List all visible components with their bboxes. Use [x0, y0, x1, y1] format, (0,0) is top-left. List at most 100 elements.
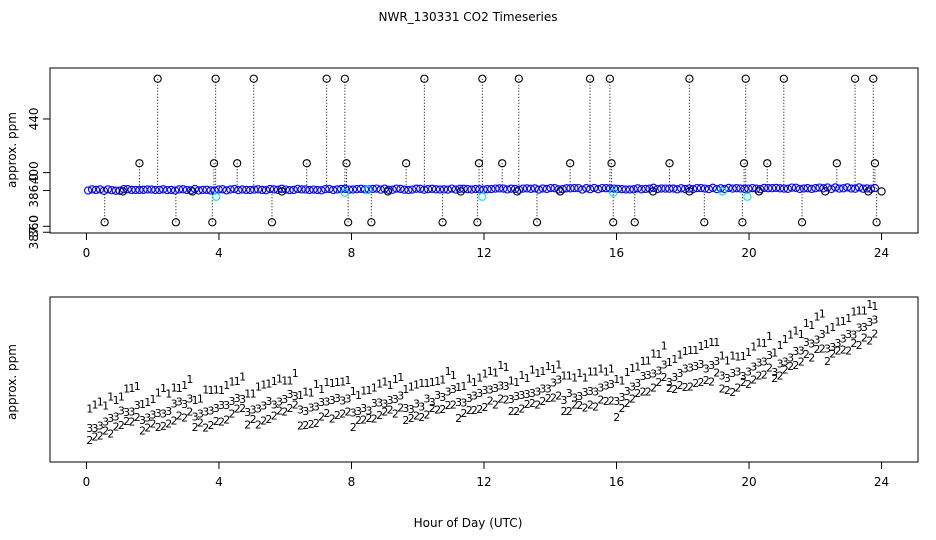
bottom-series-1-point: 1	[734, 351, 741, 364]
top-measurement-point	[586, 185, 595, 194]
bottom-series-1-point: 1	[487, 365, 494, 378]
bottom-series-1-point: 1	[798, 328, 805, 341]
top-measurement-point	[178, 185, 188, 194]
bottom-series-3-point: 3	[92, 422, 99, 435]
bottom-series-2-point: 2	[545, 392, 552, 405]
bottom-series-3-point: 3	[740, 370, 747, 383]
top-outlier-point	[456, 187, 465, 196]
bottom-series-2-point: 2	[861, 331, 868, 344]
bottom-series-1-point: 1	[671, 353, 678, 366]
bottom-series-3-point: 3	[592, 386, 599, 399]
bottom-series-2-point: 2	[445, 399, 452, 412]
bottom-series-1-point: 1	[761, 337, 768, 350]
bottom-series-2-point: 2	[798, 356, 805, 369]
bottom-series-3-point: 3	[687, 362, 694, 375]
bottom-series-2-point: 2	[381, 405, 388, 418]
bottom-series-1-point: 1	[439, 373, 446, 386]
bottom-series-2-point: 2	[339, 408, 346, 421]
top-measurement-point	[230, 184, 239, 194]
top-measurement-point	[601, 184, 611, 193]
top-measurement-point	[317, 186, 326, 195]
top-measurement-point	[475, 185, 484, 194]
top-outlier-point	[797, 218, 807, 227]
bottom-series-1-point: 1	[682, 345, 689, 358]
bottom-series-1-point: 1	[771, 346, 778, 359]
bottom-x-tick-label: 0	[83, 475, 91, 489]
bottom-series-2-point: 2	[803, 348, 810, 361]
bottom-series-2-point: 2	[698, 376, 705, 389]
bottom-series-1-point: 1	[450, 369, 457, 382]
bottom-series-1-point: 1	[323, 376, 330, 389]
bottom-x-tick-label: 16	[609, 475, 624, 489]
bottom-series-1-point: 1	[97, 396, 104, 409]
bottom-series-2-point: 2	[92, 431, 99, 444]
bottom-series-3-point: 3	[155, 407, 162, 420]
bottom-series-3-point: 3	[803, 336, 810, 349]
bottom-series-3-point: 3	[524, 388, 531, 401]
top-measurement-point	[238, 185, 247, 194]
bottom-series-1-point: 1	[724, 355, 731, 368]
bottom-series-3-point: 3	[561, 394, 568, 407]
top-measurement-point	[147, 185, 156, 194]
bottom-series-2-point: 2	[682, 381, 689, 394]
top-measurement-point	[799, 184, 808, 193]
bottom-series-3-point: 3	[850, 328, 857, 341]
top-outlier-point	[754, 187, 764, 196]
bottom-series-1-point: 1	[655, 348, 662, 361]
bottom-series-2-point: 2	[429, 402, 436, 415]
top-x-tick-label: 12	[476, 246, 491, 260]
top-measurement-point	[487, 184, 496, 194]
top-measurement-point	[578, 185, 587, 194]
top-measurement-point	[621, 185, 630, 194]
bottom-series-2-point: 2	[134, 411, 141, 424]
bottom-series-1-point: 1	[539, 365, 546, 378]
top-outlier-point	[532, 218, 542, 227]
bottom-series-2-point: 2	[750, 373, 757, 386]
bottom-series-2-point: 2	[313, 417, 320, 430]
bottom-series-3-point: 3	[692, 360, 699, 373]
bottom-series-1-point: 1	[803, 317, 810, 330]
bottom-series-1-point: 1	[413, 378, 420, 391]
bottom-series-3-point: 3	[297, 404, 304, 417]
bottom-series-3-point: 3	[634, 377, 641, 390]
top-measurement-point	[352, 185, 362, 194]
bottom-series-1-point: 1	[787, 329, 794, 342]
top-measurement-point	[143, 185, 152, 194]
top-measurement-point	[329, 185, 338, 195]
bottom-panel: 1111111111111111111111111111111111111111…	[5, 173, 919, 489]
top-measurement-point	[218, 185, 227, 194]
bottom-series-2-point: 2	[107, 427, 114, 440]
bottom-series-3-point: 3	[708, 359, 715, 372]
bottom-series-1-point: 1	[128, 382, 135, 395]
top-measurement-point	[843, 183, 852, 192]
bottom-series-2-point: 2	[524, 398, 531, 411]
bottom-series-3-point: 3	[171, 398, 178, 411]
bottom-series-3-point: 3	[239, 393, 246, 406]
chart-title: NWR_130331 CO2 Timeseries	[379, 10, 558, 24]
bottom-series-3-point: 3	[503, 380, 510, 393]
bottom-series-3-point: 3	[571, 392, 578, 405]
bottom-series-3-point: 3	[798, 345, 805, 358]
bottom-series-2-point: 2	[719, 382, 726, 395]
bottom-series-1-point: 1	[719, 349, 726, 362]
top-x-tick-label: 0	[83, 246, 91, 260]
top-measurement-point	[748, 183, 757, 193]
top-outlier-point	[302, 159, 311, 168]
top-outlier-point	[514, 74, 523, 83]
bottom-series-1-point: 1	[829, 321, 836, 334]
bottom-series-2-point: 2	[808, 351, 815, 364]
bottom-series-1-point: 1	[835, 316, 842, 329]
top-measurement-point	[360, 185, 370, 194]
bottom-series-2-point: 2	[745, 378, 752, 391]
bottom-series-2-point: 2	[302, 419, 309, 432]
bottom-series-1-point: 1	[155, 387, 162, 400]
top-outlier-point	[648, 187, 658, 196]
bottom-series-3-point: 3	[413, 398, 420, 411]
bottom-series-2-point: 2	[128, 416, 135, 429]
bottom-series-3-point: 3	[824, 342, 831, 355]
bottom-series-1-point: 1	[181, 379, 188, 392]
bottom-series-3-point: 3	[756, 357, 763, 370]
top-measurement-point	[677, 184, 686, 193]
bottom-series-3-point: 3	[671, 371, 678, 384]
